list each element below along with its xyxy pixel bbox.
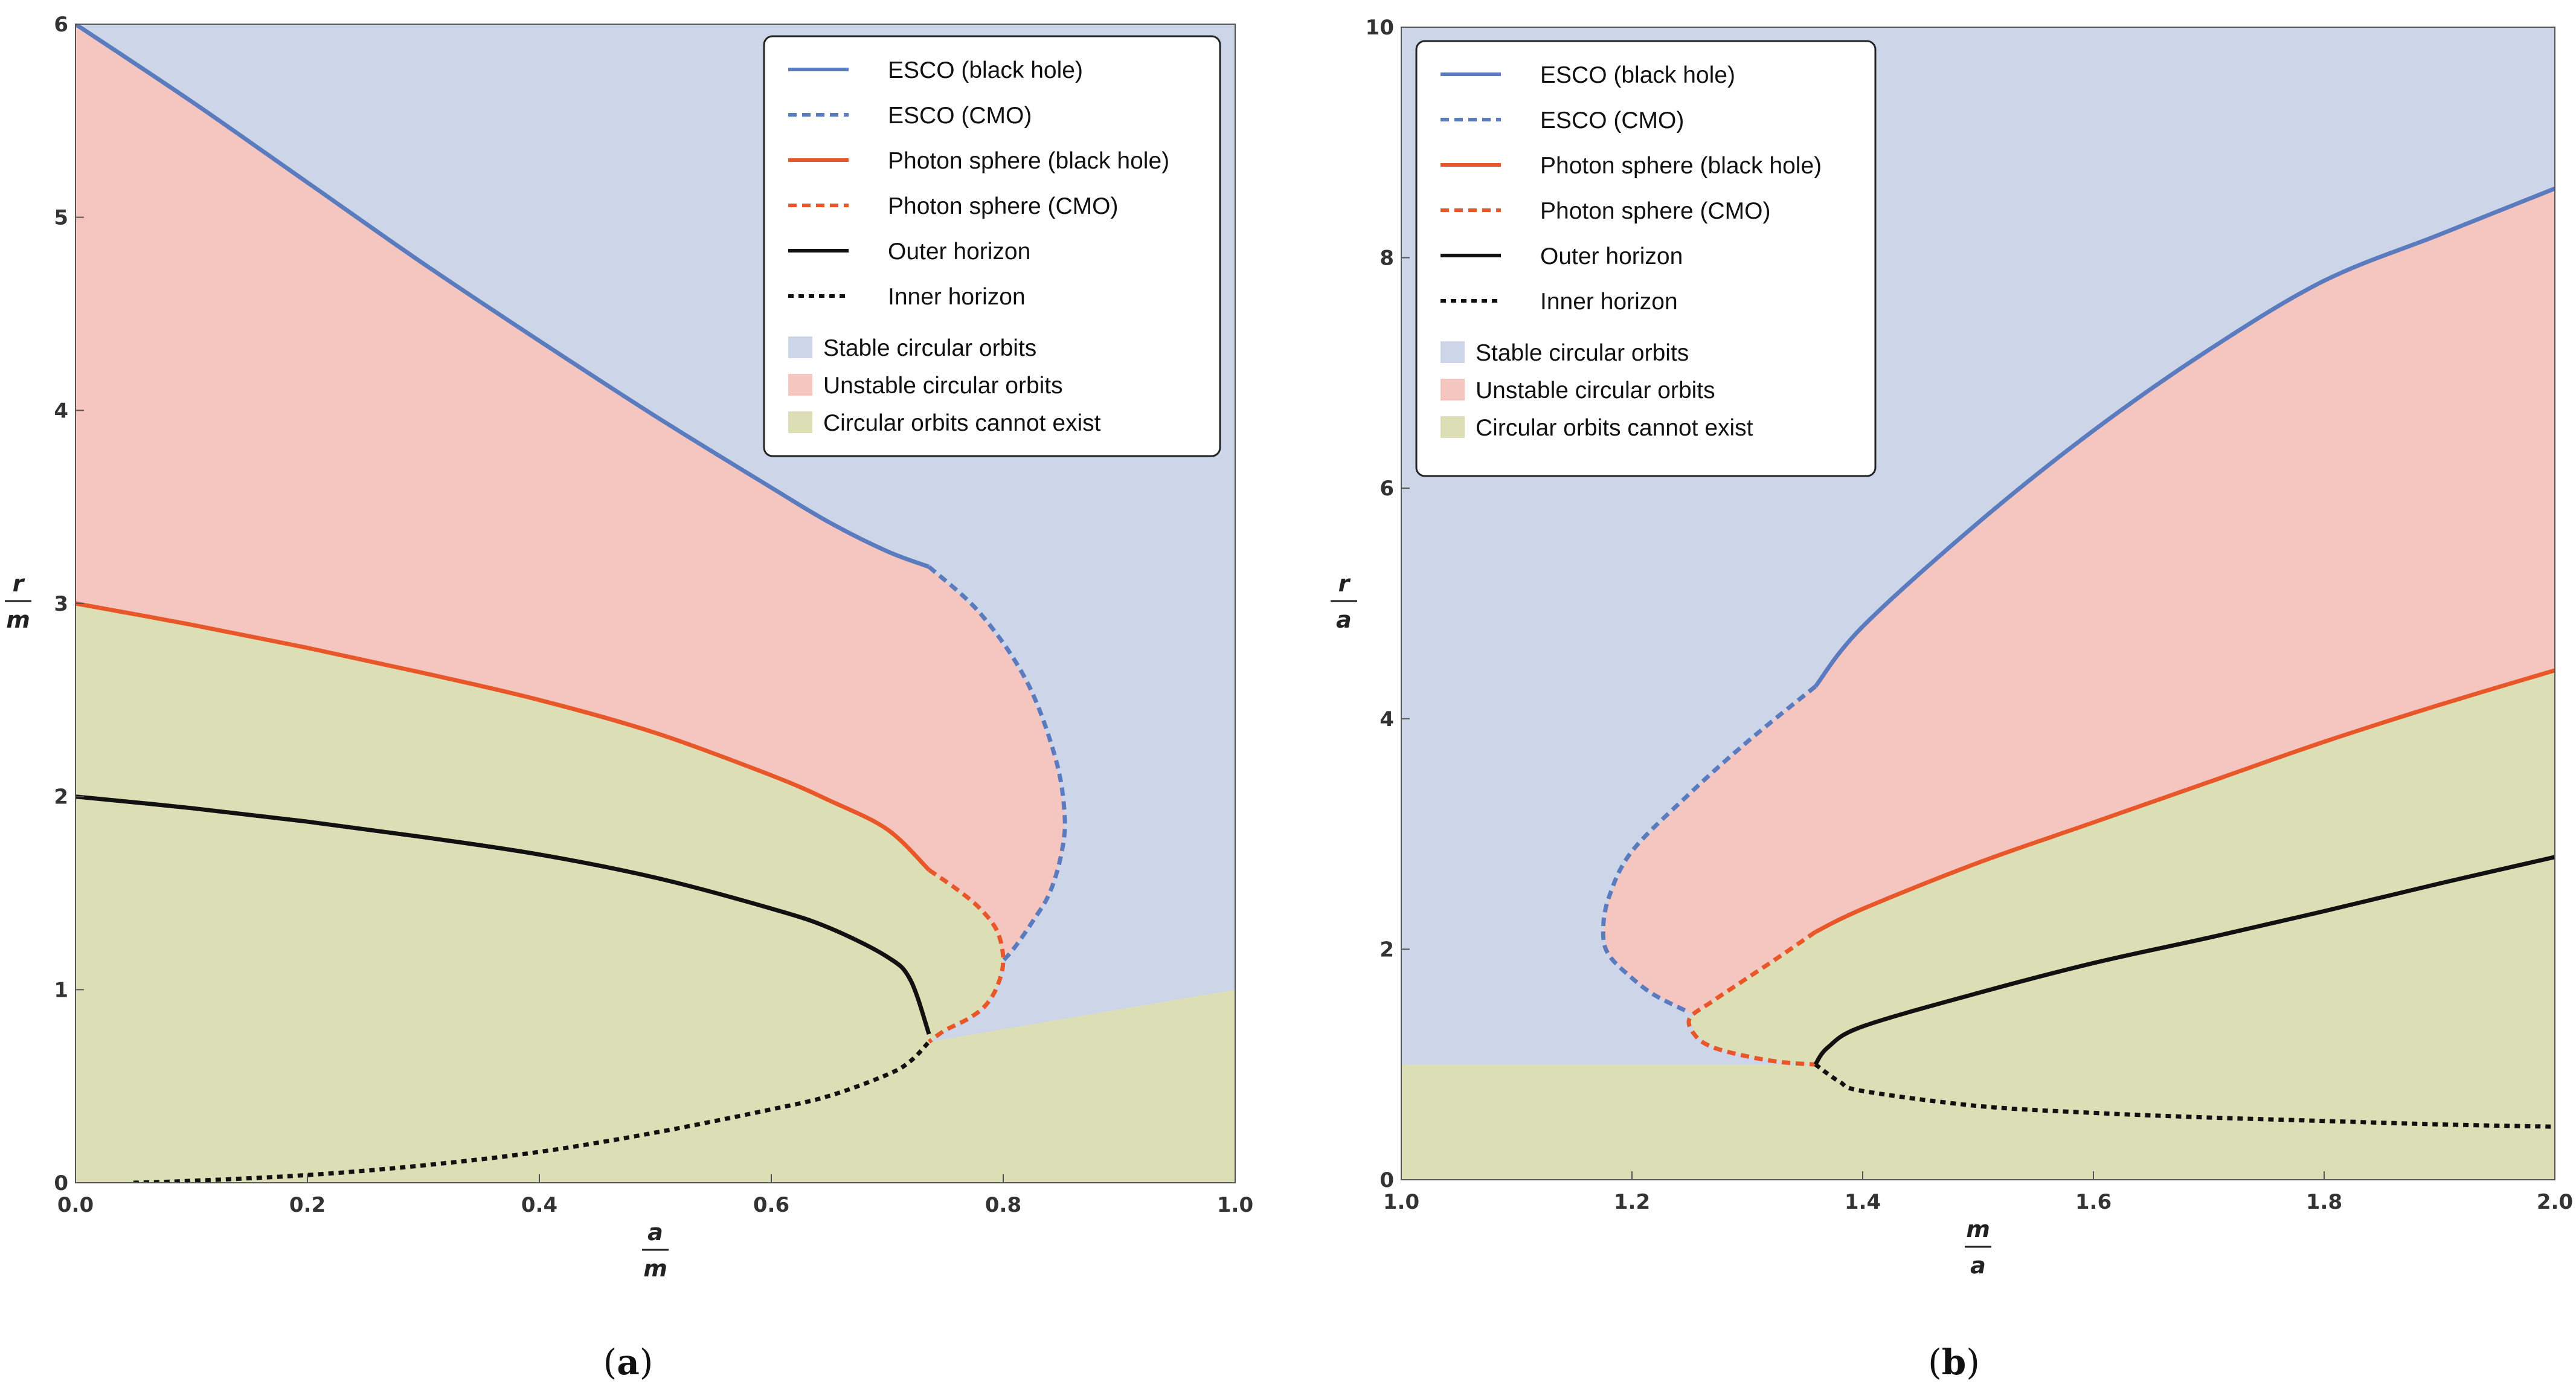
x-tick-label: 0.8 bbox=[985, 1193, 1021, 1217]
series-line-esco-cmo bbox=[927, 565, 1067, 962]
legend-swatch-region bbox=[788, 411, 812, 433]
legend-label: Outer horizon bbox=[888, 239, 1030, 265]
x-axis-label-numerator: m bbox=[1966, 1216, 1990, 1243]
x-axis-label-denominator: m bbox=[643, 1255, 667, 1282]
legend-label: Circular orbits cannot exist bbox=[823, 410, 1101, 436]
y-axis-label-denominator: m bbox=[6, 606, 30, 633]
legend-label: ESCO (black hole) bbox=[1540, 62, 1735, 88]
legend: ESCO (black hole) ESCO (CMO) Photon sphere… bbox=[763, 35, 1221, 457]
series-line-esco-cmo bbox=[1601, 684, 1817, 1015]
panel-caption-part: ) bbox=[1966, 1342, 1980, 1383]
y-tick-label: 4 bbox=[1380, 707, 1394, 732]
x-tick-label: 2.0 bbox=[2537, 1190, 2573, 1214]
panel-caption-part: ) bbox=[640, 1342, 654, 1383]
legend-label: Photon sphere (black hole) bbox=[888, 148, 1169, 174]
x-tick-label: 0.2 bbox=[289, 1193, 326, 1217]
series-line-inner-horizon bbox=[1814, 1063, 2555, 1129]
panel-caption: (a) bbox=[603, 1342, 654, 1383]
x-tick-label: 0.4 bbox=[521, 1193, 557, 1217]
series-line-esco-black-hole bbox=[1813, 186, 2555, 688]
series-line-photon-sphere-black-hole bbox=[1814, 668, 2555, 934]
legend-swatch-region bbox=[1441, 416, 1465, 438]
series-line-photon-sphere-cmo bbox=[928, 868, 1006, 1044]
legend-label: Stable circular orbits bbox=[1476, 340, 1689, 366]
unstable-region bbox=[75, 24, 1065, 1042]
legend-label: ESCO (CMO) bbox=[1540, 108, 1684, 133]
y-tick-label: 10 bbox=[1366, 16, 1394, 40]
series-line-photon-sphere-cmo bbox=[1686, 930, 1817, 1067]
y-tick-label: 2 bbox=[54, 785, 68, 809]
legend-swatch-region bbox=[1441, 379, 1465, 400]
legend-label: Photon sphere (CMO) bbox=[888, 193, 1119, 219]
y-tick-label: 5 bbox=[54, 206, 68, 230]
y-axis-label-denominator: a bbox=[1336, 606, 1352, 633]
x-tick-label: 1.0 bbox=[1217, 1193, 1253, 1217]
y-tick-label: 0 bbox=[1380, 1168, 1394, 1192]
legend-label: Inner horizon bbox=[1540, 289, 1678, 315]
legend-label: Unstable circular orbits bbox=[1476, 378, 1715, 404]
y-tick-label: 6 bbox=[54, 13, 68, 37]
legend-box bbox=[1415, 40, 1877, 477]
x-tick-label: 0.6 bbox=[753, 1193, 789, 1217]
panel-caption-part: a bbox=[617, 1342, 640, 1383]
series-line-outer-horizon bbox=[1813, 855, 2555, 1066]
legend-label: Stable circular orbits bbox=[823, 335, 1036, 361]
x-tick-label: 1.0 bbox=[1383, 1190, 1419, 1214]
no-circular-orbits-region bbox=[75, 603, 1235, 1183]
y-tick-label: 1 bbox=[54, 978, 68, 1002]
x-tick-label: 1.6 bbox=[2075, 1190, 2112, 1214]
y-tick-label: 4 bbox=[54, 399, 68, 423]
legend-label: Unstable circular orbits bbox=[823, 373, 1063, 399]
legend-label: ESCO (CMO) bbox=[888, 103, 1032, 129]
series-line-inner-horizon bbox=[133, 1040, 931, 1183]
legend-label: Photon sphere (black hole) bbox=[1540, 153, 1822, 179]
x-tick-label: 1.4 bbox=[1845, 1190, 1881, 1214]
series-line-esco-black-hole bbox=[75, 24, 930, 569]
legend-label: Photon sphere (CMO) bbox=[1540, 198, 1771, 224]
panel-caption: (b) bbox=[1928, 1342, 1980, 1383]
x-tick-label: 1.8 bbox=[2306, 1190, 2342, 1214]
x-tick-label: 1.2 bbox=[1614, 1190, 1650, 1214]
legend-label: Outer horizon bbox=[1540, 243, 1683, 269]
x-tick-label: 0.0 bbox=[57, 1193, 94, 1217]
y-tick-label: 8 bbox=[1380, 246, 1394, 271]
y-axis-label-numerator: r bbox=[13, 570, 25, 597]
legend-box bbox=[763, 35, 1221, 457]
plot-frame bbox=[1401, 27, 2555, 1180]
legend-label: Circular orbits cannot exist bbox=[1476, 415, 1753, 441]
y-tick-label: 2 bbox=[1380, 938, 1394, 962]
series-line-outer-horizon bbox=[75, 794, 931, 1035]
panel-caption-part: ( bbox=[603, 1342, 617, 1383]
y-tick-label: 6 bbox=[1380, 477, 1394, 501]
no-circular-orbits-region bbox=[1401, 670, 2555, 1180]
x-axis-label-numerator: a bbox=[647, 1219, 663, 1246]
y-tick-label: 3 bbox=[54, 592, 68, 616]
series-line-photon-sphere-black-hole bbox=[75, 601, 931, 872]
panel-caption-part: b bbox=[1942, 1342, 1967, 1383]
legend: ESCO (black hole) ESCO (CMO) Photon sphere… bbox=[1415, 40, 1877, 477]
y-tick-label: 0 bbox=[54, 1171, 68, 1195]
y-axis-label-numerator: r bbox=[1338, 570, 1351, 597]
legend-label: ESCO (black hole) bbox=[888, 57, 1083, 83]
legend-swatch-region bbox=[1441, 341, 1465, 363]
legend-swatch-region bbox=[788, 374, 812, 396]
panel-caption-part: ( bbox=[1928, 1342, 1942, 1383]
legend-label: Inner horizon bbox=[888, 284, 1026, 310]
x-axis-label-denominator: a bbox=[1970, 1252, 1986, 1279]
legend-swatch-region bbox=[788, 336, 812, 358]
